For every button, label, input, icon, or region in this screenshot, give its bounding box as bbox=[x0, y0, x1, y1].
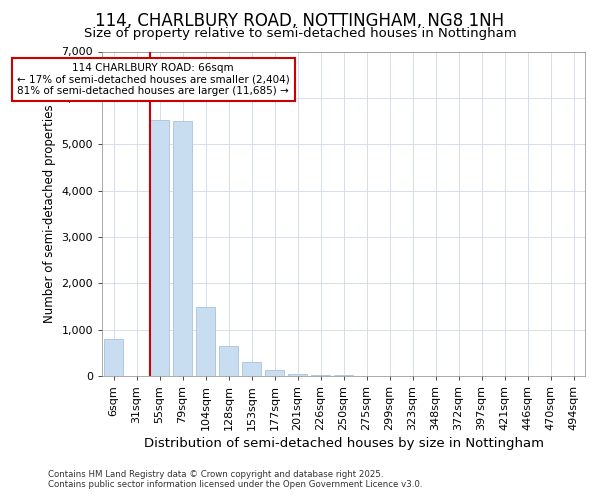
Y-axis label: Number of semi-detached properties: Number of semi-detached properties bbox=[43, 104, 56, 323]
Text: 114 CHARLBURY ROAD: 66sqm
← 17% of semi-detached houses are smaller (2,404)
81% : 114 CHARLBURY ROAD: 66sqm ← 17% of semi-… bbox=[17, 63, 290, 96]
Text: 114, CHARLBURY ROAD, NOTTINGHAM, NG8 1NH: 114, CHARLBURY ROAD, NOTTINGHAM, NG8 1NH bbox=[95, 12, 505, 30]
Bar bbox=[150, 120, 169, 376]
Bar bbox=[242, 362, 262, 376]
Bar bbox=[104, 339, 124, 376]
Bar bbox=[311, 374, 331, 376]
Bar bbox=[265, 370, 284, 376]
Bar bbox=[173, 122, 193, 376]
X-axis label: Distribution of semi-detached houses by size in Nottingham: Distribution of semi-detached houses by … bbox=[143, 437, 544, 450]
Text: Contains HM Land Registry data © Crown copyright and database right 2025.
Contai: Contains HM Land Registry data © Crown c… bbox=[48, 470, 422, 489]
Bar bbox=[196, 307, 215, 376]
Bar bbox=[288, 374, 307, 376]
Text: Size of property relative to semi-detached houses in Nottingham: Size of property relative to semi-detach… bbox=[83, 28, 517, 40]
Bar bbox=[219, 346, 238, 376]
